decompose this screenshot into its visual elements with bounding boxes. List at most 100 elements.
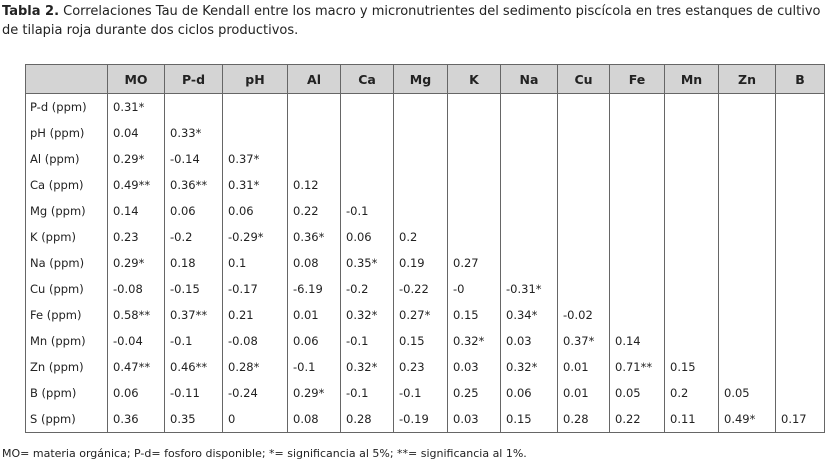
row-label: Mn (ppm): [25, 328, 108, 354]
empty-cell: [222, 120, 288, 146]
row-label: K (ppm): [25, 224, 108, 250]
row-label: Fe (ppm): [25, 302, 108, 328]
empty-cell: [718, 276, 776, 302]
correlation-cell: -0.2: [340, 276, 394, 302]
empty-cell: [718, 302, 776, 328]
correlation-cell: -0.15: [164, 276, 223, 302]
table-row: P-d (ppm) 0.31*: [25, 93, 825, 120]
empty-cell: [609, 172, 665, 198]
correlation-cell: 0.03: [447, 406, 501, 433]
correlation-cell: 0.05: [718, 380, 776, 406]
empty-cell: [775, 276, 825, 302]
empty-cell: [393, 198, 448, 224]
row-label: Mg (ppm): [25, 198, 108, 224]
correlation-cell: 0.06: [107, 380, 165, 406]
table-row: Zn (ppm) 0.47** 0.46** 0.28* -0.1 0.32* 0.23 0.…: [25, 354, 825, 380]
correlation-cell: -0.1: [287, 354, 341, 380]
column-header: Fe: [609, 64, 665, 94]
correlation-cell: 0.37*: [222, 146, 288, 172]
table-row: K (ppm) 0.23 -0.2 -0.29* 0.36* 0.06 0.2: [25, 224, 825, 250]
correlation-cell: 0.33*: [164, 120, 223, 146]
empty-cell: [664, 146, 719, 172]
table-row: Na (ppm) 0.29* 0.18 0.1 0.08 0.35* 0.19 0.27: [25, 250, 825, 276]
empty-cell: [557, 120, 610, 146]
empty-cell: [664, 120, 719, 146]
correlation-cell: 0.22: [609, 406, 665, 433]
empty-cell: [718, 224, 776, 250]
empty-cell: [447, 120, 501, 146]
empty-cell: [664, 328, 719, 354]
empty-cell: [393, 93, 448, 120]
empty-cell: [557, 224, 610, 250]
empty-cell: [718, 328, 776, 354]
row-label: S (ppm): [25, 406, 108, 433]
empty-cell: [447, 146, 501, 172]
empty-cell: [775, 302, 825, 328]
correlation-cell: -6.19: [287, 276, 341, 302]
empty-cell: [609, 276, 665, 302]
column-header: MO: [107, 64, 165, 94]
correlation-cell: -0.08: [222, 328, 288, 354]
empty-cell: [557, 276, 610, 302]
correlation-cell: 0.18: [164, 250, 223, 276]
empty-cell: [500, 224, 558, 250]
row-label: Zn (ppm): [25, 354, 108, 380]
empty-cell: [775, 172, 825, 198]
column-header: Zn: [718, 64, 776, 94]
empty-cell: [164, 93, 223, 120]
empty-cell: [557, 146, 610, 172]
correlation-cell: 0.25: [447, 380, 501, 406]
row-label: Ca (ppm): [25, 172, 108, 198]
correlation-cell: -0.2: [164, 224, 223, 250]
table-row: B (ppm) 0.06 -0.11 -0.24 0.29* -0.1 -0.1 0.25 0.…: [25, 380, 825, 406]
empty-cell: [287, 146, 341, 172]
row-label: Cu (ppm): [25, 276, 108, 302]
table-row: Cu (ppm) -0.08 -0.15 -0.17 -6.19 -0.2 -0.22 -0-…: [25, 276, 825, 302]
empty-cell: [393, 120, 448, 146]
empty-cell: [609, 224, 665, 250]
table-row: S (ppm) 0.36 0.35 0 0.08 0.28 -0.19 0.03 0.15 0.2…: [25, 406, 825, 433]
correlation-cell: -0.1: [340, 328, 394, 354]
correlation-cell: 0.37*: [557, 328, 610, 354]
correlation-cell: 0.06: [340, 224, 394, 250]
caption-label: Tabla 2.: [2, 4, 60, 19]
empty-cell: [718, 250, 776, 276]
correlation-cell: -0.1: [393, 380, 448, 406]
correlation-cell: 0.28: [340, 406, 394, 433]
correlation-cell: 0: [222, 406, 288, 433]
table-row: Mg (ppm) 0.14 0.06 0.06 0.22 -0.1: [25, 198, 825, 224]
column-header: pH: [222, 64, 288, 94]
empty-cell: [609, 93, 665, 120]
correlation-cell: -0.24: [222, 380, 288, 406]
correlation-cell: 0.29*: [107, 250, 165, 276]
empty-cell: [775, 380, 825, 406]
row-label: Al (ppm): [25, 146, 108, 172]
column-header: Ca: [340, 64, 394, 94]
correlation-cell: 0.05: [609, 380, 665, 406]
empty-cell: [500, 120, 558, 146]
caption-text: Correlaciones Tau de Kendall entre los m…: [2, 4, 821, 38]
correlation-cell: 0.2: [664, 380, 719, 406]
correlation-cell: 0.03: [447, 354, 501, 380]
column-header: Al: [287, 64, 341, 94]
empty-cell: [287, 120, 341, 146]
empty-cell: [664, 224, 719, 250]
correlation-cell: 0.36: [107, 406, 165, 433]
empty-cell: [609, 146, 665, 172]
correlation-cell: 0.01: [557, 354, 610, 380]
table-row: Mn (ppm) -0.04 -0.1 -0.08 0.06 -0.1 0.15 0.32* 0…: [25, 328, 825, 354]
correlation-cell: 0.27: [447, 250, 501, 276]
correlation-cell: 0.23: [393, 354, 448, 380]
correlation-cell: -0.1: [340, 198, 394, 224]
correlation-cell: 0.19: [393, 250, 448, 276]
correlation-cell: 0.01: [557, 380, 610, 406]
correlation-cell: -0.11: [164, 380, 223, 406]
correlation-cell: 0.49*: [718, 406, 776, 433]
correlation-cell: 0.08: [287, 250, 341, 276]
correlation-cell: 0.31*: [107, 93, 165, 120]
correlation-cell: 0.49**: [107, 172, 165, 198]
empty-cell: [222, 93, 288, 120]
correlation-cell: 0.29*: [107, 146, 165, 172]
table-row: Fe (ppm) 0.58** 0.37** 0.21 0.01 0.32* 0.27* 0.…: [25, 302, 825, 328]
